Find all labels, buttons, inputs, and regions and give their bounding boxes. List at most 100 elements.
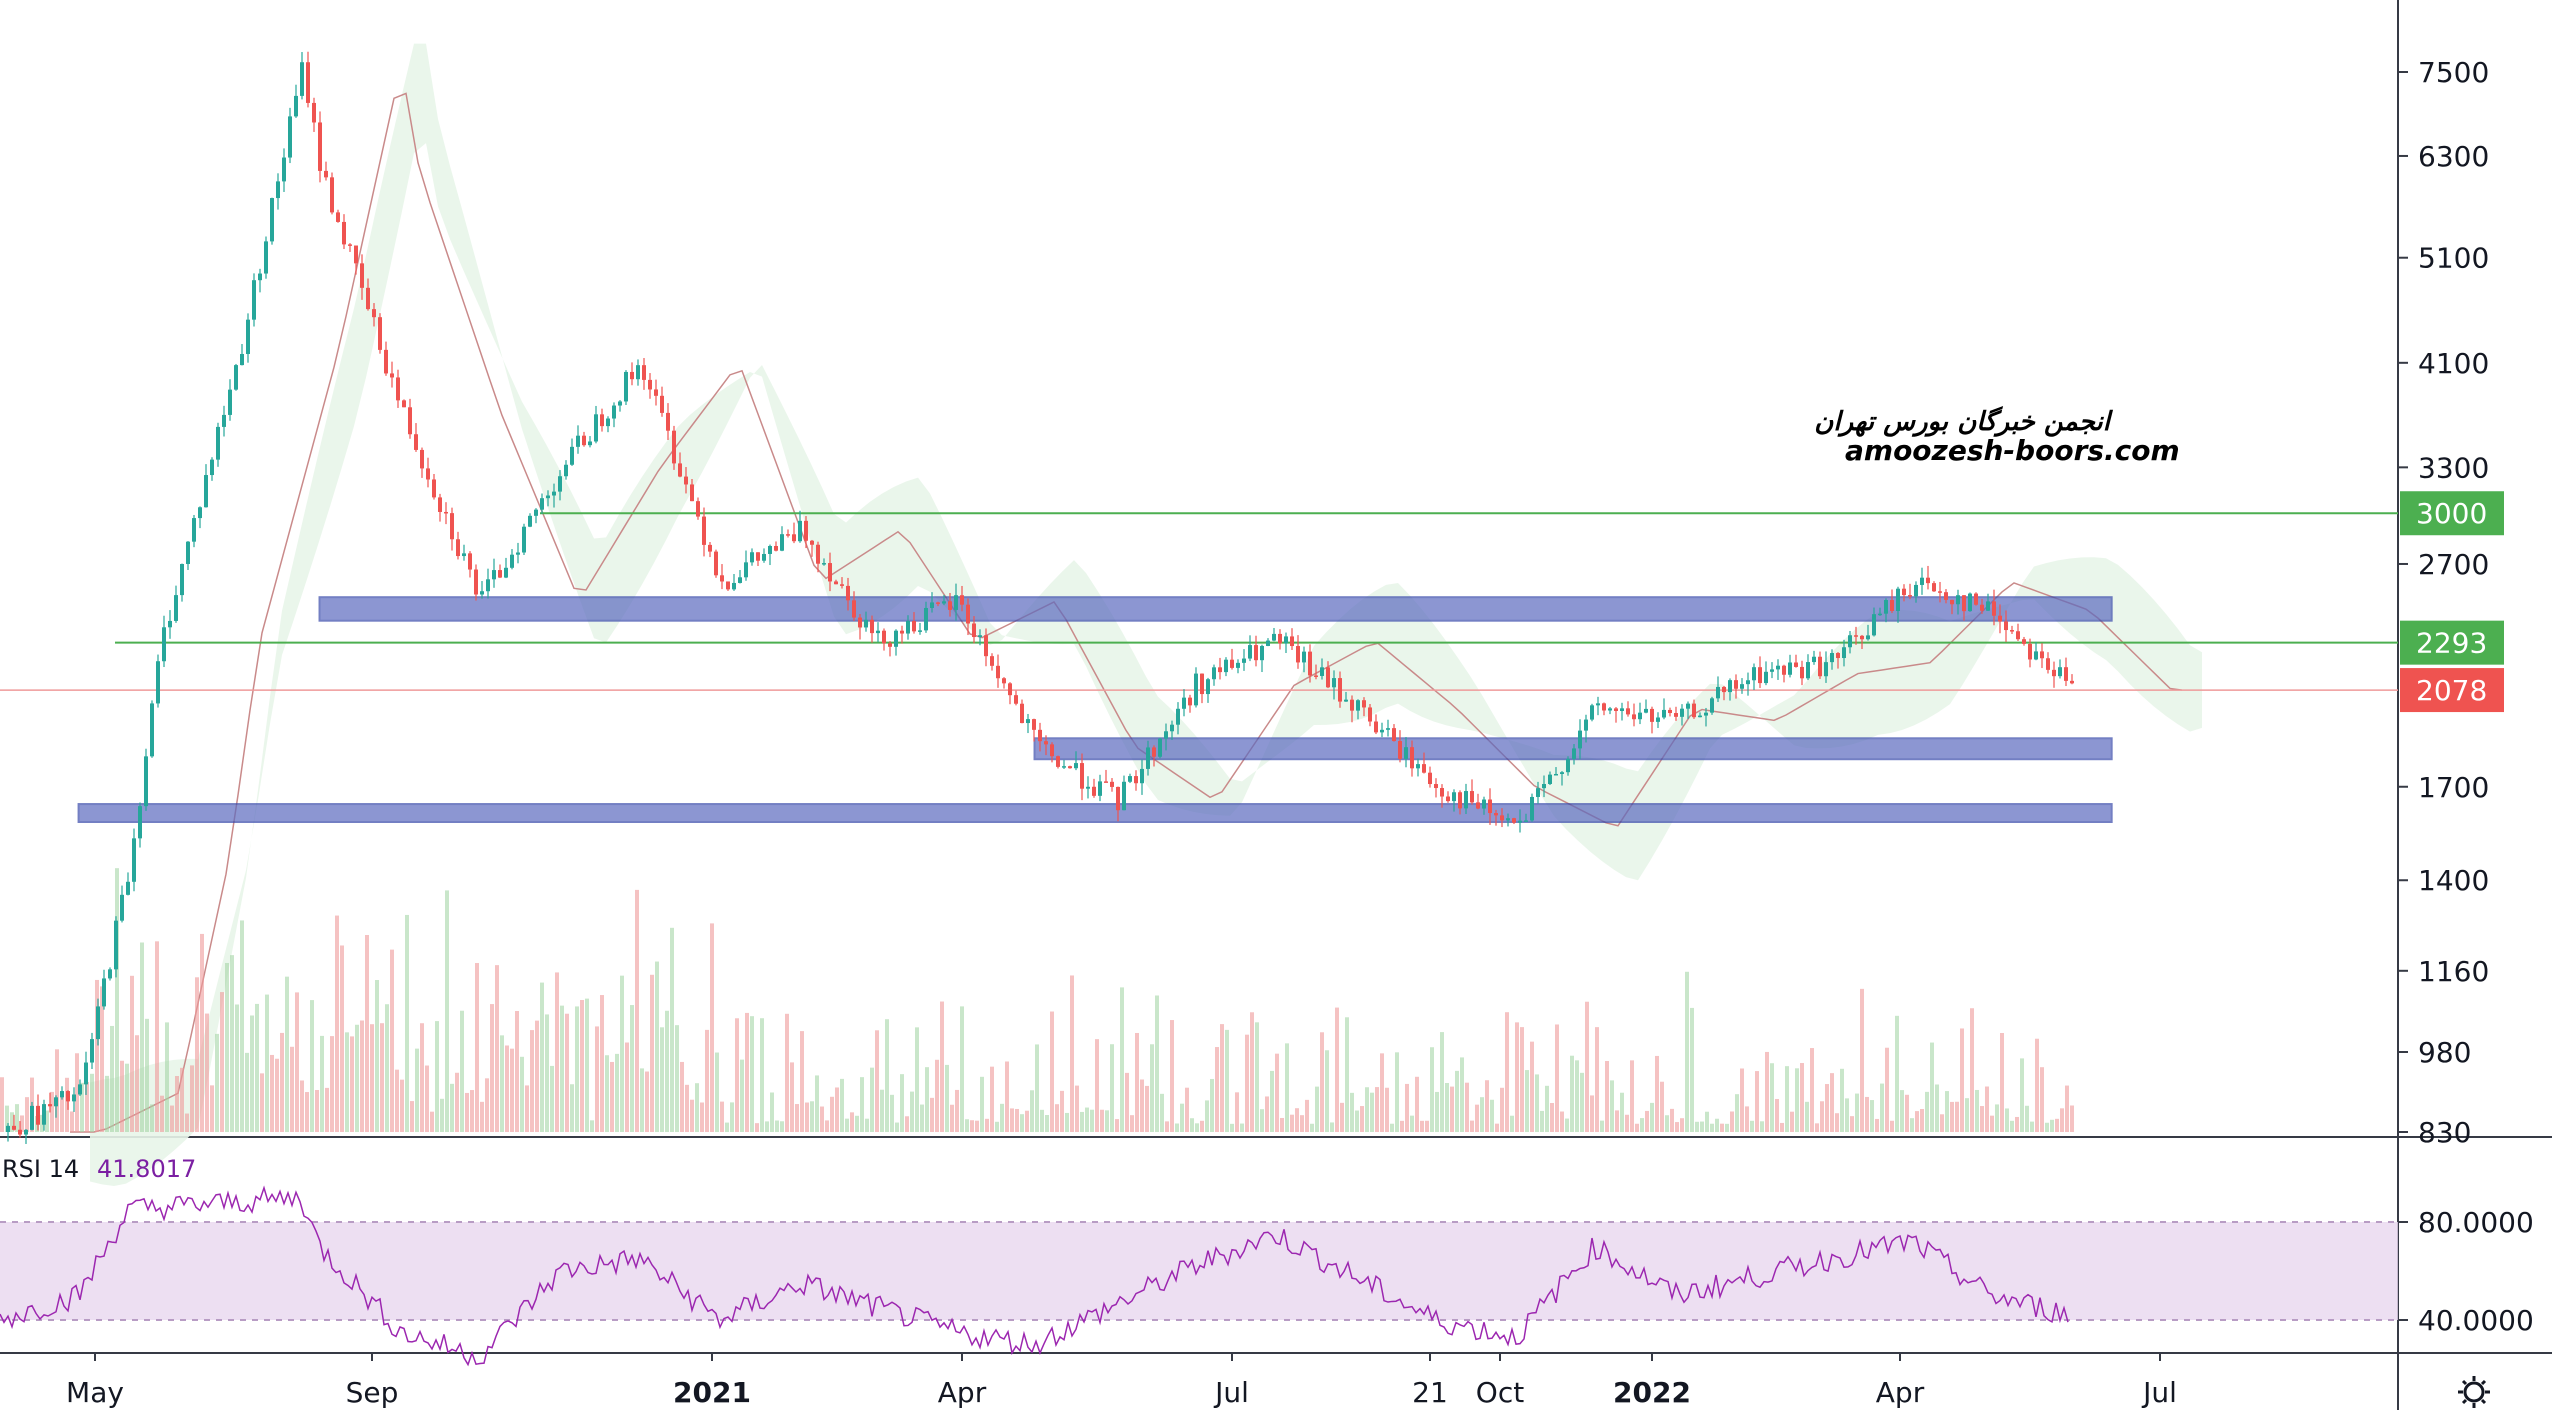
candle xyxy=(1560,771,1564,786)
volume-bar xyxy=(1130,1115,1134,1132)
volume-bar xyxy=(1685,971,1689,1132)
volume-bar xyxy=(815,1075,819,1132)
candle xyxy=(318,111,322,183)
candle xyxy=(1782,664,1786,683)
volume-bar xyxy=(1580,1072,1584,1132)
volume-bar xyxy=(1715,1118,1719,1132)
volume-bar xyxy=(550,1065,554,1132)
volume-bar xyxy=(2005,1108,2009,1132)
volume-bar xyxy=(1205,1100,1209,1132)
volume-bar xyxy=(1980,1106,1984,1132)
candle xyxy=(1614,707,1618,723)
volume-bar xyxy=(1295,1108,1299,1132)
price-tick-label: 7500 xyxy=(2418,56,2489,89)
volume-bar xyxy=(1875,1118,1879,1132)
volume-bar xyxy=(805,1102,809,1132)
volume-bar xyxy=(735,1018,739,1132)
candle xyxy=(1158,737,1162,759)
volume-bar xyxy=(1740,1068,1744,1132)
volume-bar xyxy=(1105,1110,1109,1132)
candle xyxy=(240,343,244,366)
candle xyxy=(636,359,640,386)
candle xyxy=(1926,565,1930,590)
volume-bar xyxy=(1770,1063,1774,1132)
candle xyxy=(906,615,910,640)
volume-bar xyxy=(0,1077,4,1132)
volume-bar xyxy=(1735,1094,1739,1132)
volume-bar xyxy=(1990,1115,1994,1132)
candle xyxy=(1002,677,1006,689)
candle xyxy=(588,436,592,448)
volume-bar xyxy=(2065,1085,2069,1132)
volume-bar xyxy=(910,1091,914,1132)
volume-bar xyxy=(1910,1118,1914,1132)
rsi-axis[interactable]: 80.0000 40.0000 xyxy=(2398,1206,2534,1337)
candle xyxy=(1776,659,1780,680)
candle xyxy=(630,362,634,386)
candle xyxy=(204,464,208,508)
price-tick-label: 980 xyxy=(2418,1036,2471,1069)
price-axis[interactable]: 7500 6300 5100 4100 3300 2700 1700 1400 1160 980 8… xyxy=(2398,56,2504,1149)
candle xyxy=(1020,699,1024,724)
candle xyxy=(2016,623,2020,642)
volume-bar xyxy=(205,1013,209,1132)
candle xyxy=(1512,817,1516,825)
candle xyxy=(564,460,568,480)
candle xyxy=(1062,759,1066,769)
candle xyxy=(1278,629,1282,650)
candle xyxy=(258,268,262,293)
candle xyxy=(1542,775,1546,798)
candle xyxy=(1608,706,1612,715)
volume-bar xyxy=(560,1005,564,1132)
volume-bar xyxy=(425,1065,429,1132)
candle xyxy=(1890,589,1894,614)
volume-bar xyxy=(830,1096,834,1132)
candle xyxy=(1014,690,1018,706)
candle xyxy=(1806,654,1810,681)
candle xyxy=(222,405,226,437)
volume-bar xyxy=(150,1104,154,1132)
volume-bar xyxy=(2045,1122,2049,1132)
volume-bar xyxy=(1620,1092,1624,1132)
time-axis[interactable]: May Sep 2021 Apr Jul 21 Oct 2022 Apr Jul xyxy=(66,1353,2177,1409)
candle xyxy=(852,591,856,622)
volume-bar xyxy=(1420,1120,1424,1132)
candle xyxy=(1302,646,1306,673)
volume-bar xyxy=(190,1065,194,1132)
candle xyxy=(750,548,754,566)
volume-bar xyxy=(1725,1123,1729,1132)
rsi-path xyxy=(0,1185,2069,1367)
candle xyxy=(1098,774,1102,802)
volume-bar xyxy=(1110,1044,1114,1132)
volume-bar xyxy=(110,1025,114,1132)
settings-gear-icon[interactable] xyxy=(2458,1376,2490,1408)
candle xyxy=(804,516,808,549)
volume-bar xyxy=(1240,1123,1244,1132)
candle xyxy=(348,243,352,252)
volume-bar xyxy=(1405,1083,1409,1132)
candle xyxy=(690,478,694,502)
volume-bar xyxy=(1395,1052,1399,1132)
candle xyxy=(54,1095,58,1118)
candle xyxy=(1578,719,1582,760)
volume-bar xyxy=(890,1094,894,1132)
candle xyxy=(1500,808,1504,828)
candle xyxy=(774,541,778,552)
candle xyxy=(1854,626,1858,645)
candle xyxy=(612,402,616,428)
volume-bar xyxy=(75,1053,79,1132)
candle xyxy=(1236,659,1240,674)
volume-bar xyxy=(1575,1060,1579,1132)
volume-bar xyxy=(780,1121,784,1132)
volume-bar xyxy=(1565,1118,1569,1132)
volume-bar xyxy=(140,942,144,1132)
volume-bar xyxy=(200,933,204,1132)
volume-bar xyxy=(1560,1111,1564,1132)
candle xyxy=(1254,635,1258,667)
volume-bar xyxy=(610,1061,614,1132)
volume-bar xyxy=(595,1026,599,1132)
candle xyxy=(336,209,340,223)
volume-bar xyxy=(1190,1118,1194,1132)
candle xyxy=(1836,652,1840,669)
